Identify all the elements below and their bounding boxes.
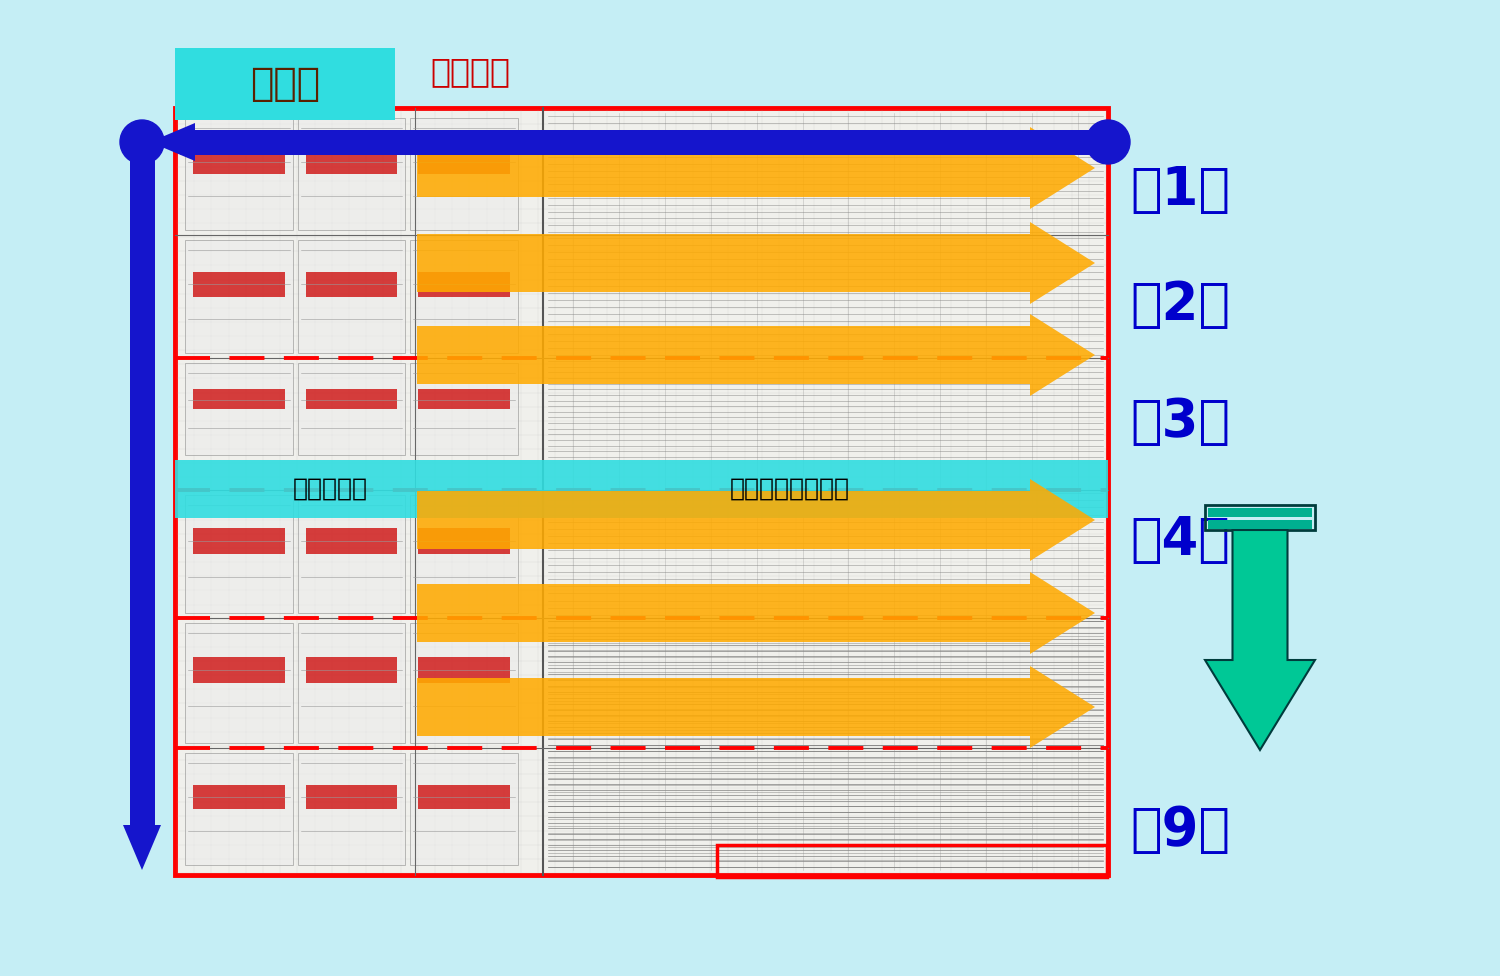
Bar [194,785,285,809]
FancyArrow shape [417,127,1095,209]
Bar [419,785,510,809]
Text: 第1池: 第1池 [1130,164,1230,216]
Bar [194,657,285,683]
Bar [411,495,518,613]
Bar [176,460,1108,518]
Bar [306,528,398,554]
Text: 原水方向: 原水方向 [430,56,510,89]
FancyArrow shape [1204,530,1316,750]
FancyArrow shape [150,123,1108,161]
Bar [184,623,292,743]
Bar [419,272,510,297]
Bar [419,149,510,174]
Bar [176,48,394,120]
Bar [411,118,518,230]
Bar [411,363,518,455]
Bar [194,388,285,409]
Text: 第9池: 第9池 [1130,804,1230,856]
Bar [297,623,405,743]
FancyArrow shape [123,142,160,870]
Bar [419,657,510,683]
Bar [297,495,405,613]
Bar [297,363,405,455]
Bar [306,657,398,683]
Text: 第2池: 第2池 [1130,279,1230,331]
Bar [297,753,405,865]
Bar [306,388,398,409]
Bar [184,240,292,353]
Bar [306,785,398,809]
FancyArrow shape [417,479,1095,561]
Bar [717,845,1107,877]
Bar [176,108,1108,875]
Bar [1208,508,1312,517]
Bar [1204,505,1316,530]
Bar [306,149,398,174]
Bar [184,118,292,230]
Bar [411,623,518,743]
Text: 混凝池: 混凝池 [251,65,320,103]
Bar [1208,520,1312,529]
FancyArrow shape [417,572,1095,654]
Bar [194,149,285,174]
Text: 膠凝池９池: 膠凝池９池 [292,477,368,501]
Bar [411,240,518,353]
Bar [419,388,510,409]
Bar [184,363,292,455]
Bar [297,240,405,353]
Bar [411,753,518,865]
Text: 傾斜管沉澱池９池: 傾斜管沉澱池９池 [730,477,850,501]
Bar [297,118,405,230]
Text: 第4池: 第4池 [1130,514,1230,566]
Bar [419,528,510,554]
Bar [194,528,285,554]
FancyArrow shape [417,666,1095,748]
FancyArrow shape [417,314,1095,396]
Text: 第3池: 第3池 [1130,396,1230,448]
Bar [184,753,292,865]
Circle shape [1086,120,1130,164]
Circle shape [120,120,164,164]
Bar [184,495,292,613]
FancyArrow shape [417,222,1095,304]
Bar [194,272,285,297]
Bar [306,272,398,297]
